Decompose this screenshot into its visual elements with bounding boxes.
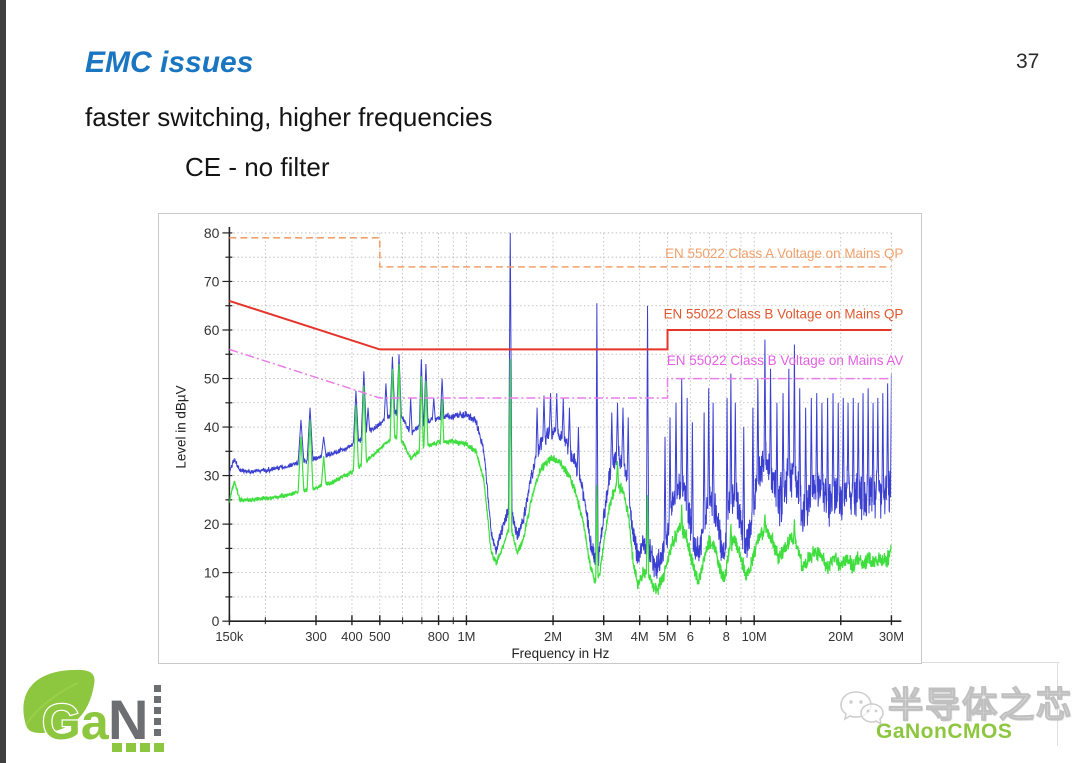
limit-line-label: EN 55022 Class A Voltage on Mains QP [665, 246, 903, 261]
gan-logo-graphic: Ga N [23, 669, 164, 752]
slide-left-edge [0, 0, 6, 763]
x-tick-label: 10M [742, 629, 767, 644]
x-tick-label: 5M [659, 629, 677, 644]
emc-spectrum-chart: 0 10 20 30 40 50 60 70 80 150k 300 400 500 800 1M 2M 3M 4… [174, 225, 904, 661]
limit-line-label: EN 55022 Class B Voltage on Mains QP [664, 306, 904, 321]
x-tick-label: 8 [723, 629, 730, 644]
page-number: 37 [1016, 50, 1040, 73]
y-tick-label: 30 [204, 468, 220, 484]
leaf-icon [23, 669, 95, 733]
chart-axes: 0 10 20 30 40 50 60 70 80 150k 300 400 500 800 1M 2M 3M 4… [174, 225, 904, 661]
y-tick-label: 50 [204, 370, 220, 386]
slide-title: EMC issues [85, 46, 254, 79]
footer-divider-horizontal [922, 662, 1060, 663]
y-tick-label: 80 [204, 225, 220, 241]
x-tick-label: 500 [369, 629, 391, 644]
logo-square-column [154, 685, 161, 736]
y-tick-label: 10 [204, 565, 220, 581]
limit-line [229, 348, 892, 399]
y-tick-label: 70 [204, 273, 220, 289]
limit-line [229, 236, 892, 268]
y-tick-label: 60 [204, 322, 220, 338]
logo-text-ga: Ga [42, 694, 110, 750]
x-axis-title: Frequency in Hz [511, 646, 609, 661]
spectrum-traces [229, 232, 892, 595]
logo-text-n: N [108, 688, 148, 751]
y-tick-label: 0 [212, 613, 220, 629]
emc-chart-panel: 0 10 20 30 40 50 60 70 80 150k 300 400 500 800 1M 2M 3M 4… [158, 213, 922, 664]
x-tick-label: 3M [595, 629, 613, 644]
x-tick-label: 300 [305, 629, 327, 644]
gan-logo: Ga N [12, 663, 172, 763]
av-trace [229, 359, 892, 595]
x-tick-label: 4M [631, 629, 649, 644]
y-tick-label: 20 [204, 516, 220, 532]
x-tick-label: 30M [879, 629, 904, 644]
qp-trace [229, 232, 892, 579]
x-tick-label: 1M [457, 629, 475, 644]
x-tick-label: 400 [341, 629, 363, 644]
footer-divider-vertical [1057, 662, 1058, 746]
limit-line-label: EN 55022 Class B Voltage on Mains AV [667, 353, 904, 368]
limit-line [229, 299, 892, 351]
x-tick-label: 150k [215, 629, 244, 644]
x-tick-label: 6 [687, 629, 694, 644]
slide-subtitle: faster switching, higher frequencies [85, 102, 493, 132]
x-tick-label: 20M [828, 629, 853, 644]
x-tick-label: 800 [428, 629, 450, 644]
x-tick-label: 2M [544, 629, 562, 644]
slide-note: CE - no filter [185, 152, 330, 182]
y-tick-label: 40 [204, 419, 220, 435]
chart-grid [229, 232, 892, 622]
leaf-stem [25, 682, 79, 726]
logo-square-row [112, 743, 164, 752]
footer-brand: GaNonCMOS [876, 720, 1013, 743]
y-axis-title: Level in dBµV [174, 385, 189, 468]
